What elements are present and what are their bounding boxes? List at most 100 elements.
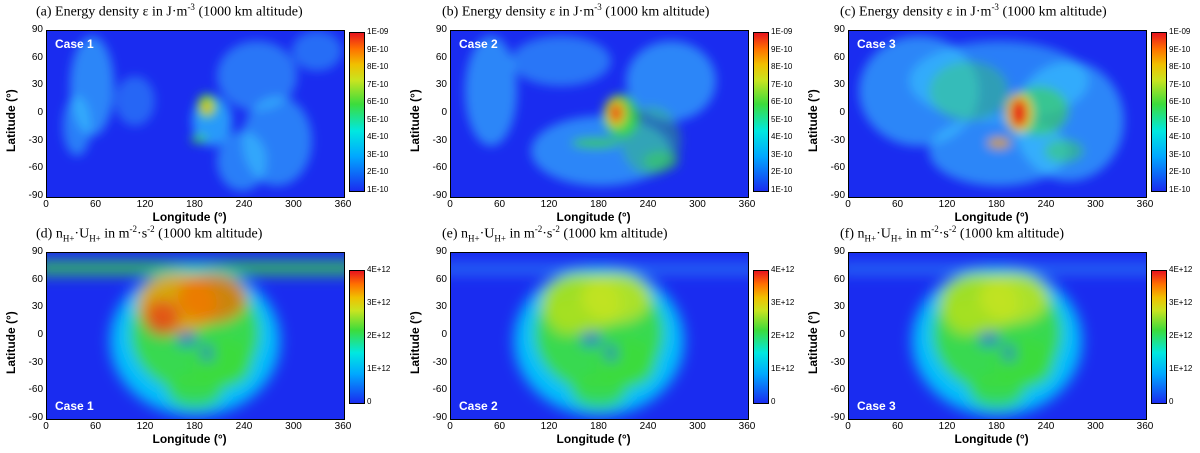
colorbar-tick-label: 1E+12 <box>1169 364 1193 373</box>
colorbar-tick-label: 3E+12 <box>367 298 391 307</box>
colorbar-tick-label: 2E-10 <box>1169 167 1191 177</box>
field-blob <box>63 96 91 156</box>
y-tick-label: -60 <box>830 162 845 174</box>
colorbar-tick-label: 8E-10 <box>771 62 793 72</box>
y-axis-label: Latitude (°) <box>408 311 422 374</box>
y-tick-label: 0 <box>441 329 447 340</box>
field-blob <box>606 345 616 361</box>
field-blob <box>979 333 999 345</box>
y-tick-label: 90 <box>435 24 447 35</box>
field-blob <box>610 103 622 123</box>
y-tick-label: 0 <box>839 107 845 118</box>
colorbar <box>349 270 365 404</box>
x-tick-label: 240 <box>1037 421 1055 432</box>
colorbar-tick-label: 1E-09 <box>367 27 389 36</box>
y-tick-label: 60 <box>833 273 845 285</box>
x-tick-label: 300 <box>1087 421 1104 432</box>
x-tick-label: 180 <box>988 421 1005 432</box>
field-blob <box>465 36 517 146</box>
panel-title: (f) nH+·UH+ in m-2·s-2 (1000 km altitude… <box>840 224 1064 243</box>
colorbar-tick-label: 2E+12 <box>771 331 795 340</box>
y-axis-label: Latitude (°) <box>806 311 820 374</box>
x-tick-label: 360 <box>1136 199 1154 210</box>
title-part: ·U <box>74 226 90 242</box>
y-axis-label: Latitude (°) <box>4 89 18 152</box>
field-blob <box>979 273 1049 323</box>
field-blob <box>191 135 207 143</box>
x-axis-label: Longitude (°) <box>556 432 631 446</box>
y-tick-label: 60 <box>435 273 447 285</box>
colorbar-tick-label: 7E-10 <box>1169 79 1191 89</box>
y-tick-label: 30 <box>833 79 845 91</box>
panel-title: (c) Energy density ε in J·m-3 (1000 km a… <box>840 2 1107 21</box>
x-tick-label: 0 <box>43 421 49 432</box>
title-part: H+ <box>89 233 101 244</box>
title-part: H+ <box>890 233 903 244</box>
y-tick-label: 30 <box>435 79 447 91</box>
x-tick-label: 60 <box>493 421 506 432</box>
field-blob <box>969 373 1025 409</box>
heatmap-field <box>63 31 342 191</box>
colorbar-tick-label: 1E-10 <box>367 185 389 194</box>
case-label: Case 3 <box>857 399 896 413</box>
case-label: Case 2 <box>459 37 498 51</box>
title-part: H+ <box>468 233 480 244</box>
field-blob <box>292 31 342 71</box>
title-part: (b) Energy density ε in J·m <box>442 4 595 20</box>
panel-title: (e) nH+·UH+ in m-2·s-2 (1000 km altitude… <box>442 224 668 243</box>
y-tick-label: -60 <box>432 162 447 174</box>
x-tick-label: 180 <box>186 199 203 210</box>
y-tick-label: 60 <box>435 51 447 63</box>
y-axis-label: Latitude (°) <box>408 89 422 152</box>
title-part: ·s <box>137 226 148 242</box>
y-tick-label: -60 <box>28 384 43 396</box>
x-tick-label: 0 <box>43 199 49 210</box>
y-tick-label: 30 <box>833 301 845 313</box>
y-tick-label: -60 <box>28 162 43 174</box>
y-tick-label: -90 <box>432 190 447 201</box>
colorbar-tick-label: 3E-10 <box>1169 149 1191 159</box>
colorbar <box>753 32 769 192</box>
colorbar-tick-label: 3E-10 <box>771 149 793 159</box>
title-part: -2 <box>534 224 543 234</box>
y-tick-label: -90 <box>830 412 845 423</box>
title-part: -3 <box>187 2 195 12</box>
colorbar-tick-label: 9E-10 <box>367 44 389 54</box>
y-tick-label: -60 <box>830 384 845 396</box>
case-label: Case 1 <box>55 37 94 51</box>
title-part: (1000 km altitude) <box>956 226 1065 242</box>
x-tick-label: 60 <box>891 421 904 432</box>
x-tick-label: 360 <box>738 421 756 432</box>
y-tick-label: 90 <box>435 246 447 257</box>
y-tick-label: 0 <box>441 107 447 118</box>
y-tick-label: 30 <box>31 301 43 313</box>
colorbar-tick-label: 0 <box>367 397 372 406</box>
title-part: -3 <box>594 2 602 12</box>
title-part: ·U <box>876 226 891 242</box>
field-blob <box>177 333 197 345</box>
field-blob <box>1044 139 1084 163</box>
x-tick-label: 360 <box>334 199 352 210</box>
field-blob <box>548 300 584 336</box>
x-tick-label: 300 <box>285 421 302 432</box>
field-blob <box>1004 345 1014 361</box>
field-blob <box>987 137 1011 149</box>
title-part: in m <box>902 226 932 242</box>
field-blob <box>202 345 212 361</box>
heatmap-plot: Case 1 <box>46 30 345 198</box>
field-blob <box>177 273 247 323</box>
colorbar-tick-label: 1E+12 <box>771 364 795 373</box>
title-part: (e) n <box>442 226 469 242</box>
field-blob <box>946 300 982 336</box>
field-blob <box>571 137 621 149</box>
colorbar-tick-label: 0 <box>771 397 776 406</box>
y-axis-label: Latitude (°) <box>806 89 820 152</box>
heatmap-plot: Case 3 <box>848 252 1147 420</box>
x-tick-label: 60 <box>891 199 904 210</box>
x-tick-label: 240 <box>639 199 657 210</box>
field-blob <box>1010 98 1028 128</box>
title-part: -2 <box>948 224 957 234</box>
x-tick-label: 300 <box>1087 199 1104 210</box>
x-tick-label: 0 <box>447 199 453 210</box>
heatmap-plot: Case 2 <box>450 30 749 198</box>
